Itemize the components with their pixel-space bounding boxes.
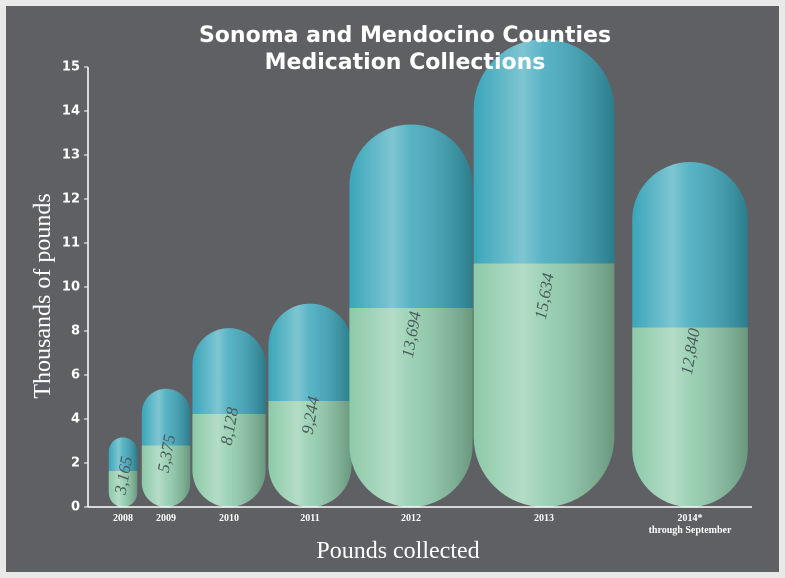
pill-shine — [192, 328, 266, 507]
pill-shine — [268, 303, 352, 507]
x-tick-label: 2011 — [300, 513, 319, 524]
pill-shine — [349, 124, 473, 508]
y-tick-label: 6 — [71, 368, 80, 383]
x-tick-label: 2014* — [678, 513, 703, 524]
pill-shine — [473, 39, 615, 507]
x-tick-label: 2008 — [113, 513, 133, 524]
y-tick-label: 13 — [62, 148, 80, 163]
y-tick-label: 10 — [62, 280, 80, 295]
y-tick-label: 4 — [71, 412, 80, 427]
x-tick-label: 2009 — [156, 513, 176, 524]
x-tick-label: 2012 — [401, 513, 421, 524]
pill-shine — [141, 388, 191, 507]
x-axis-title: Pounds collected — [316, 538, 479, 564]
y-tick-label: 12 — [62, 192, 80, 207]
y-tick-label: 2 — [71, 456, 80, 471]
category-note: through September — [649, 525, 732, 536]
x-tick-label: 2010 — [219, 513, 239, 524]
pill-shine — [632, 162, 748, 508]
y-tick-label: 8 — [71, 324, 80, 339]
y-tick-label: 11 — [62, 236, 80, 251]
y-axis-title: Thousands of pounds — [30, 193, 56, 398]
pill-shine — [108, 437, 138, 507]
chart-title: Medication Collections — [265, 50, 546, 75]
chart-title: Sonoma and Mendocino Counties — [199, 23, 611, 48]
y-tick-label: 14 — [62, 104, 80, 119]
x-tick-label: 2013 — [534, 513, 554, 524]
y-tick-label: 15 — [62, 60, 80, 75]
y-tick-label: 0 — [71, 500, 80, 515]
